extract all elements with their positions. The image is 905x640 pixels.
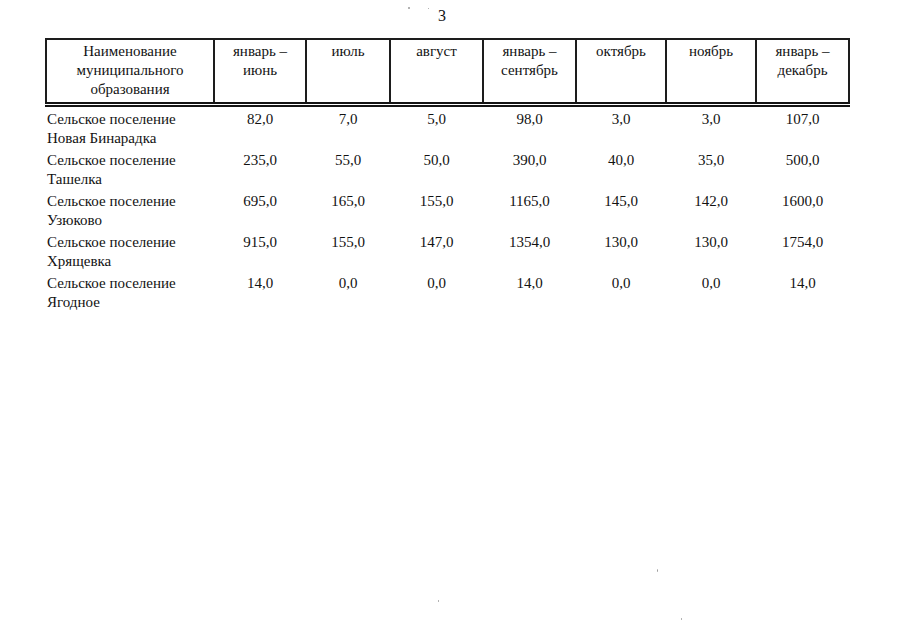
scan-speck xyxy=(438,600,439,602)
cell-value: 7,0 xyxy=(306,105,390,149)
cell-value: 35,0 xyxy=(666,148,756,189)
cell-value: 107,0 xyxy=(756,105,849,149)
cell-value: 82,0 xyxy=(214,105,306,149)
column-header: январь – декабрь xyxy=(756,39,849,105)
cell-value: 145,0 xyxy=(576,189,666,230)
scan-speck xyxy=(428,8,429,9)
cell-value: 0,0 xyxy=(390,271,483,312)
row-name: Сельское поселение Новая Бинарадка xyxy=(46,105,214,149)
cell-value: 0,0 xyxy=(306,271,390,312)
cell-value: 915,0 xyxy=(214,230,306,271)
cell-value: 155,0 xyxy=(390,189,483,230)
cell-value: 14,0 xyxy=(483,271,576,312)
column-header: январь – сентябрь xyxy=(483,39,576,105)
column-header: ноябрь xyxy=(666,39,756,105)
cell-value: 40,0 xyxy=(576,148,666,189)
cell-value: 14,0 xyxy=(756,271,849,312)
cell-value: 50,0 xyxy=(390,148,483,189)
column-header: январь – июнь xyxy=(214,39,306,105)
cell-value: 142,0 xyxy=(666,189,756,230)
row-name: Сельское поселение Узюково xyxy=(46,189,214,230)
cell-value: 0,0 xyxy=(576,271,666,312)
cell-value: 130,0 xyxy=(576,230,666,271)
cell-value: 55,0 xyxy=(306,148,390,189)
row-name: Сельское поселение Хрящевка xyxy=(46,230,214,271)
cell-value: 14,0 xyxy=(214,271,306,312)
cell-value: 0,0 xyxy=(666,271,756,312)
cell-value: 1165,0 xyxy=(483,189,576,230)
scan-speck xyxy=(681,618,682,620)
cell-value: 3,0 xyxy=(576,105,666,149)
municipal-report-table: Наименование муниципального образованияя… xyxy=(45,38,850,312)
cell-value: 98,0 xyxy=(483,105,576,149)
table-row: Сельское поселение Узюково695,0165,0155,… xyxy=(46,189,849,230)
column-header: октябрь xyxy=(576,39,666,105)
page-number: 3 xyxy=(404,6,480,26)
cell-value: 390,0 xyxy=(483,148,576,189)
cell-value: 5,0 xyxy=(390,105,483,149)
scan-speck xyxy=(657,569,658,572)
table-row: Сельское поселение Ягодное14,00,00,014,0… xyxy=(46,271,849,312)
cell-value: 1600,0 xyxy=(756,189,849,230)
cell-value: 147,0 xyxy=(390,230,483,271)
table-header-row: Наименование муниципального образованияя… xyxy=(46,39,849,105)
cell-value: 1354,0 xyxy=(483,230,576,271)
cell-value: 1754,0 xyxy=(756,230,849,271)
column-header: Наименование муниципального образования xyxy=(46,39,214,105)
cell-value: 500,0 xyxy=(756,148,849,189)
cell-value: 235,0 xyxy=(214,148,306,189)
table-row: Сельское поселение Ташелка235,055,050,03… xyxy=(46,148,849,189)
cell-value: 3,0 xyxy=(666,105,756,149)
cell-value: 695,0 xyxy=(214,189,306,230)
column-header: август xyxy=(390,39,483,105)
table-row: Сельское поселение Хрящевка915,0155,0147… xyxy=(46,230,849,271)
scan-speck xyxy=(408,7,410,9)
cell-value: 165,0 xyxy=(306,189,390,230)
scanned-document-page: { "page": { "number": "3" }, "table": { … xyxy=(0,0,905,640)
row-name: Сельское поселение Ягодное xyxy=(46,271,214,312)
column-header: июль xyxy=(306,39,390,105)
table-row: Сельское поселение Новая Бинарадка82,07,… xyxy=(46,105,849,149)
row-name: Сельское поселение Ташелка xyxy=(46,148,214,189)
cell-value: 130,0 xyxy=(666,230,756,271)
cell-value: 155,0 xyxy=(306,230,390,271)
